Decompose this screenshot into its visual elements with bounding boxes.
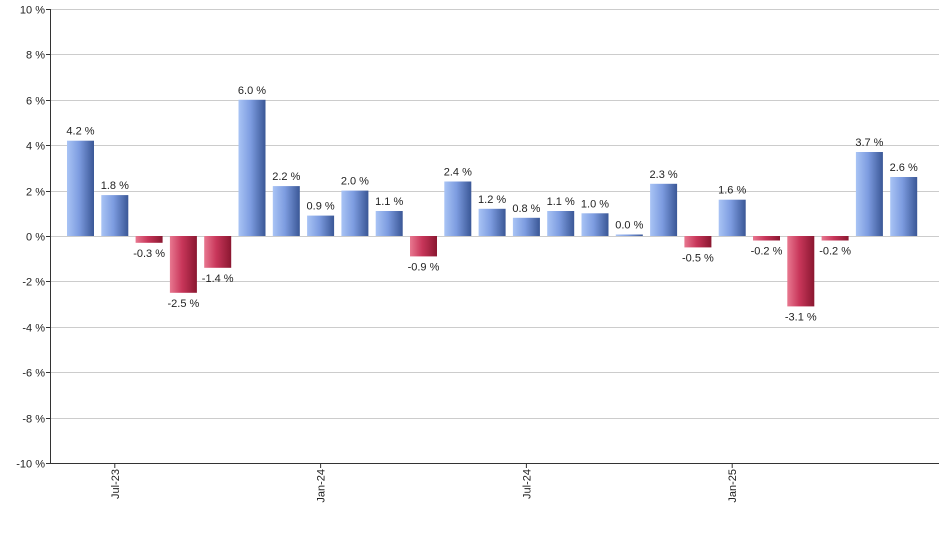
bar-value-label: 2.0 % [341,176,369,188]
bar-value-label: 0.9 % [307,201,335,213]
bar [272,186,300,236]
bar [512,217,540,236]
bar-value-label: 3.7 % [855,137,883,149]
bar-value-label: -0.9 % [408,261,440,273]
y-tick-label: -8 % [22,414,45,426]
x-tick-label: Jan-24 [316,469,328,503]
bar-value-label: 0.8 % [512,203,540,215]
bar-value-label: 0.0 % [615,220,643,232]
bar [821,236,849,241]
bar [855,152,883,236]
y-tick-label: -10 % [16,459,45,471]
bar [307,215,335,236]
bar-value-label: -0.5 % [682,252,714,264]
bar-value-label: 1.6 % [718,185,746,197]
bar-value-label: 2.2 % [272,171,300,183]
y-tick-label: 4 % [26,141,45,153]
bar-value-label: -0.2 % [751,246,783,258]
y-tick-label: -2 % [22,277,45,289]
bar-value-label: 4.2 % [66,126,94,138]
y-tick-label: 8 % [26,50,45,62]
y-tick-label: -4 % [22,323,45,335]
bar-value-label: 1.2 % [478,194,506,206]
y-tick-label: 6 % [26,96,45,108]
x-tick-label: Jul-24 [521,469,533,499]
bar [890,177,918,236]
bar [135,236,163,243]
bar [478,208,506,236]
x-tick-label: Jul-23 [110,469,122,499]
bar [753,236,780,241]
bar-value-label: 1.1 % [375,196,403,208]
bar-value-labels: 4.2 % 1.8 % -0.3 % -2.5 % -1.4 % 6.0 % 2.2 % 0.… [66,85,918,324]
bar [238,99,266,236]
bar [581,213,609,236]
y-tick-label: 2 % [26,187,45,199]
bar [67,140,94,236]
bar [787,236,815,307]
bar-value-label: 2.4 % [444,167,472,179]
axes [46,9,939,468]
y-tick-label: 0 % [26,232,45,244]
bar [169,236,197,293]
bar-value-label: -1.4 % [202,273,234,285]
bar-value-label: 2.6 % [890,162,918,174]
bar [718,199,746,236]
y-tick-label: -6 % [22,368,45,380]
x-axis-tick-labels: Jul-23 Jan-24 Jul-24 Jan-25 [110,469,739,503]
bar [341,190,369,236]
bar-value-label: -2.5 % [168,298,200,310]
y-axis-tick-labels: 10 % 8 % 6 % 4 % 2 % 0 % -2 % -4 % -6 % -8 % -10 % [16,5,45,471]
bar [444,181,472,236]
bar [547,211,575,236]
bars [67,99,918,307]
bar [204,236,232,268]
bar-value-label: -0.2 % [819,246,851,258]
bar [615,234,643,236]
bar-value-label: 1.8 % [101,180,129,192]
bar [650,183,678,236]
bar-value-label: -3.1 % [785,311,817,323]
x-tick-label: Jan-25 [727,469,739,503]
bar-value-label: -0.3 % [133,248,165,260]
bar [684,236,712,248]
bar [101,195,129,236]
bar [375,211,403,236]
bar-value-label: 6.0 % [238,85,266,97]
bar-value-label: 2.3 % [650,169,678,181]
bar [410,236,437,257]
bar-value-label: 1.1 % [547,196,575,208]
bar-value-label: 1.0 % [581,198,609,210]
y-tick-label: 10 % [20,5,45,17]
